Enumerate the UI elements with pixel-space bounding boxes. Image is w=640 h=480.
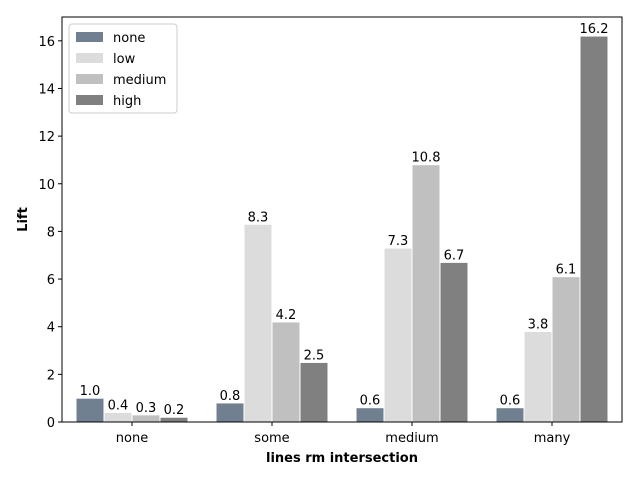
legend-swatch-medium xyxy=(76,74,103,84)
plot-frame xyxy=(61,16,623,423)
data-label: 8.3 xyxy=(248,210,269,225)
data-label: 0.6 xyxy=(360,394,381,409)
data-labels-layer: 1.0 0.8 0.6 0.6 0.4 8.3 7.3 3.8 0.3 4.2 10.8 6.1 0.2… xyxy=(80,22,609,418)
bar-medium-some xyxy=(271,321,301,423)
bar-medium-many xyxy=(551,276,581,423)
y-tick-label: 12 xyxy=(38,130,55,145)
y-tick-label: 16 xyxy=(38,35,55,50)
data-label: 0.4 xyxy=(108,398,129,413)
x-tick-label: none xyxy=(116,431,148,446)
data-label: 0.8 xyxy=(220,389,241,404)
data-label: 0.2 xyxy=(164,403,185,418)
data-label: 10.8 xyxy=(412,151,441,166)
data-label: 16.2 xyxy=(580,22,609,37)
x-axis: none some medium many xyxy=(116,422,571,446)
bar-medium-none xyxy=(131,414,161,423)
y-tick-label: 8 xyxy=(47,225,55,240)
legend-box xyxy=(68,23,178,114)
y-tick-label: 2 xyxy=(47,368,55,383)
y-axis: 0 2 4 6 8 10 12 14 16 xyxy=(38,35,62,431)
bar-none-many xyxy=(495,407,525,423)
data-label: 0.6 xyxy=(500,394,521,409)
bar-none-some xyxy=(215,402,245,423)
x-tick-label: many xyxy=(534,431,571,446)
data-label: 4.2 xyxy=(276,308,297,323)
bar-low-none xyxy=(103,411,133,423)
y-tick-label: 14 xyxy=(38,82,55,97)
x-tick-label: medium xyxy=(385,431,438,446)
data-label: 0.3 xyxy=(136,401,157,416)
y-axis-title: Lift xyxy=(16,207,31,232)
bar-none-none xyxy=(75,397,105,423)
bar-high-medium xyxy=(439,261,469,423)
y-tick-label: 6 xyxy=(47,273,55,288)
legend-swatch-high xyxy=(76,95,103,105)
legend-label-none: none xyxy=(113,31,145,46)
y-tick-label: 0 xyxy=(47,416,55,431)
x-axis-title: lines rm intersection xyxy=(266,451,418,466)
legend-swatch-low xyxy=(76,53,103,63)
data-label: 7.3 xyxy=(388,234,409,249)
x-tick-label: some xyxy=(254,431,289,446)
bar-low-medium xyxy=(383,247,413,423)
data-label: 1.0 xyxy=(80,384,101,399)
y-tick-label: 4 xyxy=(47,321,55,336)
legend-label-low: low xyxy=(113,52,136,67)
bar-low-many xyxy=(523,330,553,423)
data-label: 6.7 xyxy=(444,248,465,263)
legend-label-medium: medium xyxy=(113,73,166,88)
bars-layer xyxy=(75,35,609,423)
data-label: 6.1 xyxy=(556,263,577,278)
legend: none low medium high xyxy=(68,23,178,114)
bar-low-some xyxy=(243,223,273,423)
bar-high-many xyxy=(579,35,609,423)
data-label: 3.8 xyxy=(528,317,549,332)
legend-label-high: high xyxy=(113,94,141,109)
bar-high-some xyxy=(299,361,329,423)
bar-none-medium xyxy=(355,407,385,423)
data-label: 2.5 xyxy=(304,348,325,363)
y-tick-label: 10 xyxy=(38,178,55,193)
legend-swatch-none xyxy=(76,32,103,42)
bar-medium-medium xyxy=(411,164,441,423)
